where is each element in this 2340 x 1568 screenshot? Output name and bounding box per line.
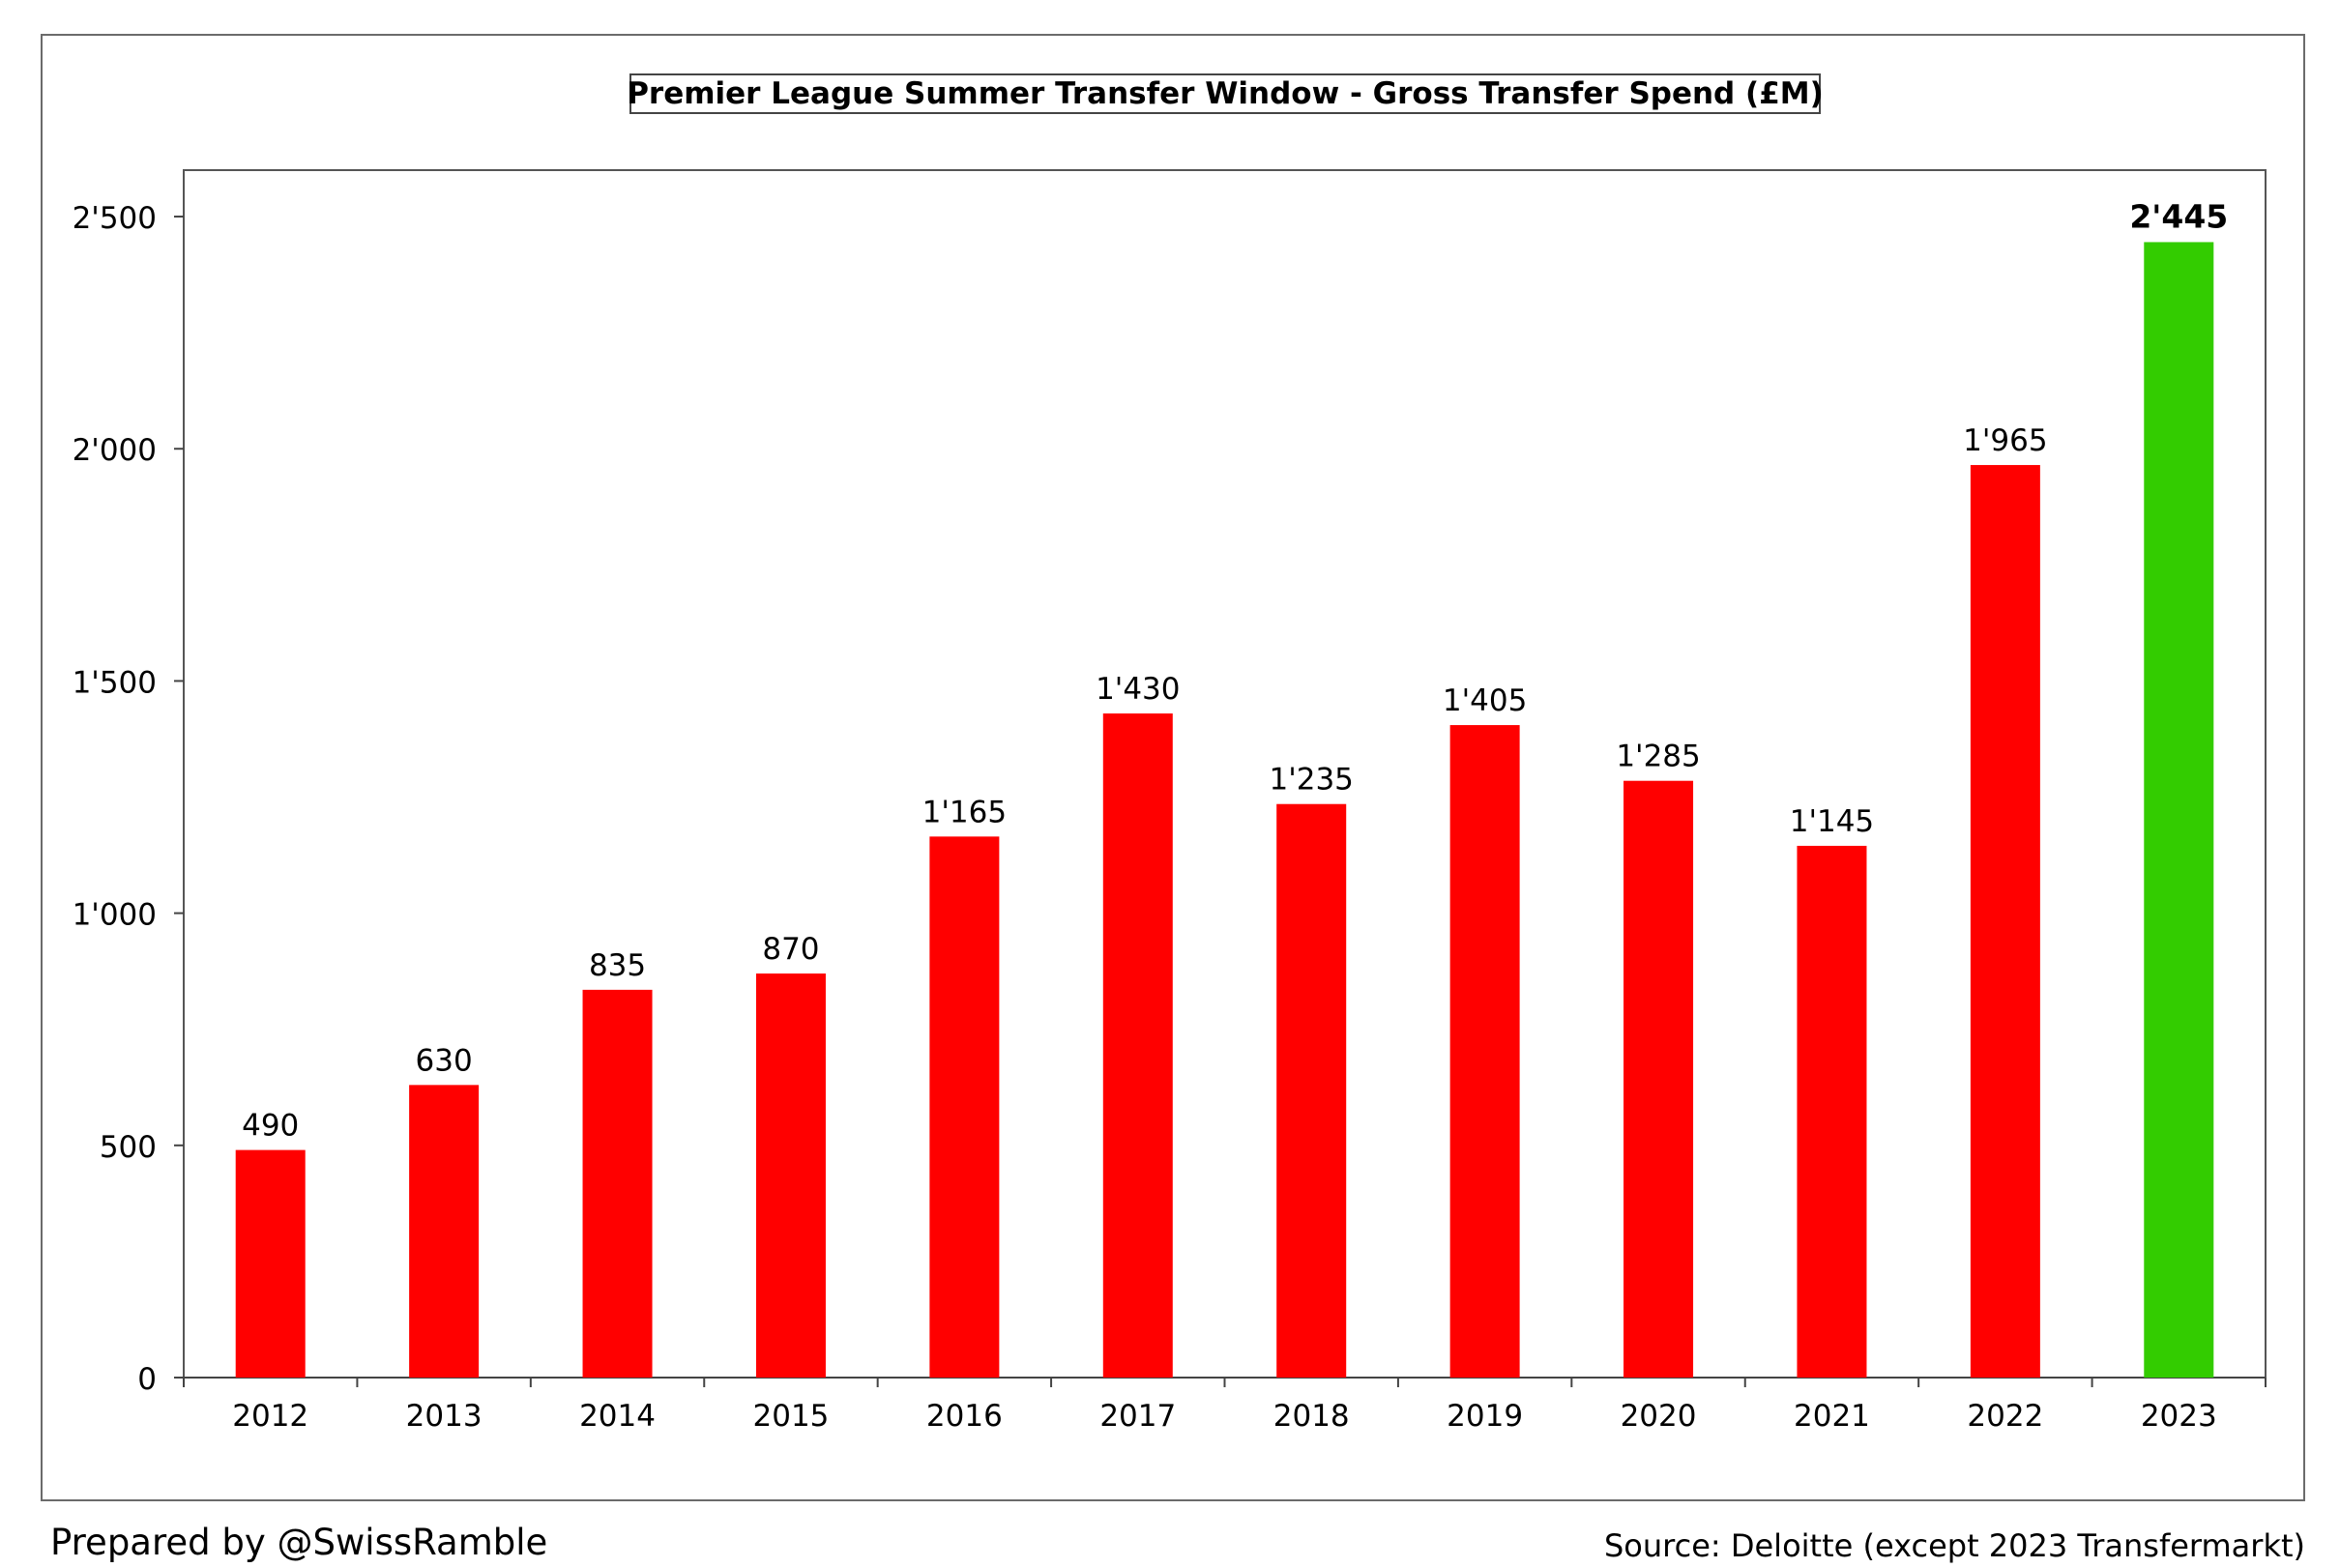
data-label-2021: 1'145 xyxy=(1790,804,1874,839)
y-tick-label: 2'500 xyxy=(73,201,157,236)
y-tick-label: 0 xyxy=(137,1362,157,1397)
chart-title: Premier League Summer Transfer Window - … xyxy=(627,76,1824,111)
y-tick-label: 2'000 xyxy=(73,433,157,468)
y-tick-label: 1'500 xyxy=(73,665,157,700)
x-tick-label-2023: 2023 xyxy=(2141,1399,2217,1434)
bar-2016 xyxy=(929,836,1000,1378)
x-tick-label-2021: 2021 xyxy=(1794,1399,1870,1434)
plot-area xyxy=(183,169,2267,1379)
bar-2021 xyxy=(1797,845,1867,1378)
x-tick-label-2018: 2018 xyxy=(1273,1399,1350,1434)
x-tick-label-2013: 2013 xyxy=(406,1399,483,1434)
y-tick-label: 500 xyxy=(100,1130,157,1165)
x-tick-label-2016: 2016 xyxy=(926,1399,1003,1434)
source-note: Source: Deloitte (except 2023 Transferma… xyxy=(1603,1527,2305,1564)
data-label-2019: 1'405 xyxy=(1443,683,1527,718)
x-tick-label-2012: 2012 xyxy=(232,1399,308,1434)
data-label-2016: 1'165 xyxy=(922,795,1007,829)
bar-2018 xyxy=(1276,803,1347,1378)
bar-2015 xyxy=(755,973,826,1378)
data-label-2015: 870 xyxy=(762,932,819,967)
data-label-2020: 1'285 xyxy=(1616,740,1700,774)
data-label-2022: 1'965 xyxy=(1963,423,2047,458)
bar-2020 xyxy=(1623,780,1694,1378)
bar-2022 xyxy=(1970,465,2040,1379)
x-tick-label-2022: 2022 xyxy=(1967,1399,2043,1434)
data-label-2017: 1'430 xyxy=(1096,672,1180,707)
bar-2019 xyxy=(1449,725,1520,1378)
x-tick-label-2019: 2019 xyxy=(1447,1399,1523,1434)
prepared-by-credit: Prepared by @SwissRamble xyxy=(50,1522,548,1563)
data-label-2018: 1'235 xyxy=(1269,763,1353,798)
bar-2013 xyxy=(409,1085,480,1378)
data-label-2014: 835 xyxy=(589,948,646,983)
data-label-2013: 630 xyxy=(416,1043,473,1078)
x-tick-label-2014: 2014 xyxy=(579,1399,656,1434)
data-label-2012: 490 xyxy=(242,1109,299,1144)
bar-2023 xyxy=(2144,242,2214,1379)
x-tick-label-2015: 2015 xyxy=(753,1399,830,1434)
bar-2014 xyxy=(582,989,653,1378)
bar-2017 xyxy=(1102,713,1173,1378)
x-tick-label-2020: 2020 xyxy=(1621,1399,1697,1434)
data-label-2023: 2'445 xyxy=(2129,197,2228,235)
y-tick-label: 1'000 xyxy=(73,898,157,933)
bar-2012 xyxy=(235,1149,306,1378)
x-tick-label-2017: 2017 xyxy=(1099,1399,1176,1434)
chart-title-box xyxy=(629,73,1821,114)
